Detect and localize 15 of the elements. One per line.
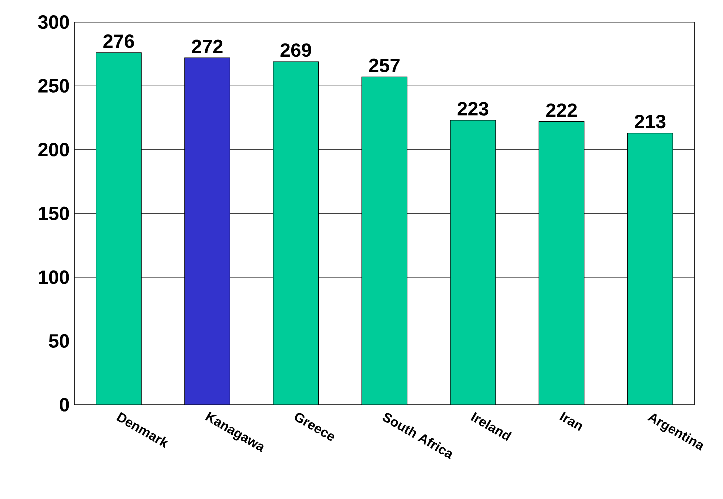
y-tick-label: 50	[49, 334, 70, 348]
y-tick-label: 150	[39, 206, 70, 220]
data-label: 269	[280, 44, 312, 58]
data-label: 222	[546, 104, 578, 118]
data-label: 272	[192, 40, 223, 54]
data-label: 213	[635, 114, 666, 129]
data-label: 223	[458, 102, 489, 116]
y-tick-label: 250	[38, 79, 70, 93]
y-tick-label: 100	[39, 270, 70, 284]
data-label: 257	[369, 58, 400, 72]
y-tick-label: 200	[38, 143, 70, 157]
y-tick-label: 300	[38, 16, 70, 30]
data-label: 276	[104, 34, 134, 48]
y-tick-label: 0	[60, 398, 70, 412]
x-tick-label: Iran	[560, 412, 582, 432]
